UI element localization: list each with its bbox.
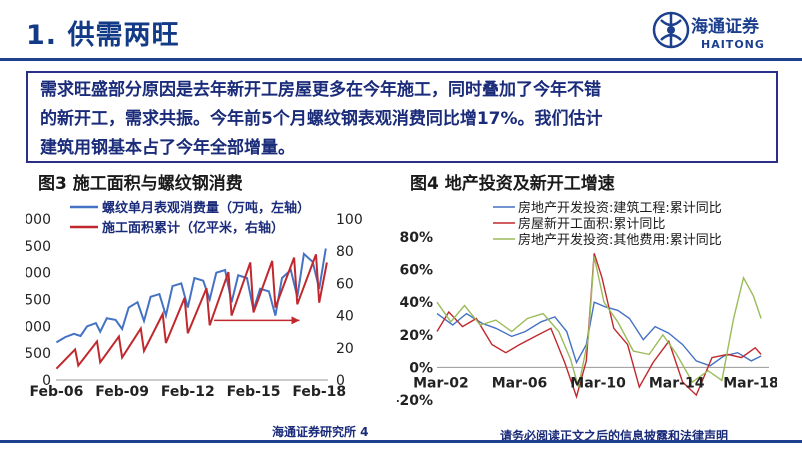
x-tick-label: Feb-09 (95, 384, 149, 397)
company-logo: 海通证券 HAITONG (651, 8, 777, 58)
footer-disclaimer: 请务必阅读正文之后的信息披露和法律声明 (500, 429, 729, 443)
x-tick-label: Mar-02 (413, 375, 469, 391)
series-line-0 (436, 301, 762, 367)
annotation-arrow-head (291, 316, 300, 325)
y-right-tick-label: 40 (336, 309, 354, 325)
x-tick-label: Feb-06 (30, 384, 84, 397)
x-tick-label: Mar-06 (492, 375, 548, 391)
y-right-tick-label: 20 (336, 341, 354, 357)
y-left-tick-label: 500 (26, 346, 51, 362)
legend-label: 房地产开发投资:其他费用:累计同比 (518, 232, 722, 248)
haitong-logo-icon (652, 11, 690, 49)
footer-source: 海通证券研究所 4 (272, 425, 369, 439)
y-tick-label: 80% (399, 230, 433, 246)
series-line-1 (55, 254, 328, 370)
y-right-tick-label: 80 (336, 244, 354, 260)
y-tick-label: 20% (399, 328, 433, 344)
series-line-2 (436, 256, 762, 388)
x-tick-label: Mar-14 (649, 375, 705, 391)
y-left-tick-label: 1000 (26, 319, 51, 335)
y-tick-label: 40% (399, 295, 433, 311)
y-left-tick-label: 3000 (26, 212, 51, 228)
y-left-tick-label: 0 (42, 373, 51, 389)
figure-3-title: 图3 施工面积与螺纹钢消费 (38, 174, 243, 194)
series-line-0 (55, 248, 327, 344)
legend-label: 螺纹单月表观消费量（万吨，左轴） (102, 200, 310, 216)
summary-note: 需求旺盛部分原因是去年新开工房屋更多在今年施工，同时叠加了今年不错 的新开工，需… (26, 71, 778, 163)
x-tick-label: Mar-10 (570, 375, 626, 391)
x-tick-label: Feb-15 (227, 384, 281, 397)
chart-3-construction-rebar: 0 500 1000 1500 2000 2500 3000 0 20 40 60 80 100 Feb-… (26, 200, 363, 397)
y-left-tick-label: 2000 (26, 266, 51, 282)
footer-divider (0, 440, 802, 443)
logo-chinese-name: 海通证券 (691, 17, 759, 37)
y-tick-label: -20% (397, 393, 433, 409)
series-line-1 (436, 253, 762, 400)
legend-label: 房屋新开工面积:累计同比 (518, 216, 665, 232)
y-tick-label: 60% (399, 263, 433, 279)
y-right-tick-label: 0 (336, 373, 345, 389)
figure-4-title: 图4 地产投资及新开工增速 (410, 174, 615, 194)
header-divider (0, 58, 802, 61)
chart-4-property-investment: -20% 0% 20% 40% 60% 80% Mar-02 Mar-06 Mar-10 Mar-… (397, 200, 777, 409)
y-right-tick-label: 60 (336, 276, 354, 292)
x-tick-label: Feb-18 (292, 384, 346, 397)
x-tick-label: Feb-12 (161, 384, 215, 397)
legend-label: 房地产开发投资:建筑工程:累计同比 (518, 200, 722, 216)
y-left-tick-label: 1500 (26, 293, 51, 309)
y-tick-label: 0% (409, 360, 433, 376)
y-right-tick-label: 100 (336, 212, 363, 228)
logo-english-name: HAITONG (701, 38, 765, 51)
page-title: 1. 供需两旺 (26, 20, 180, 51)
x-tick-label: Mar-18 (723, 375, 777, 391)
legend-label: 施工面积累计（亿平米，右轴） (102, 220, 284, 236)
y-left-tick-label: 2500 (26, 239, 51, 255)
